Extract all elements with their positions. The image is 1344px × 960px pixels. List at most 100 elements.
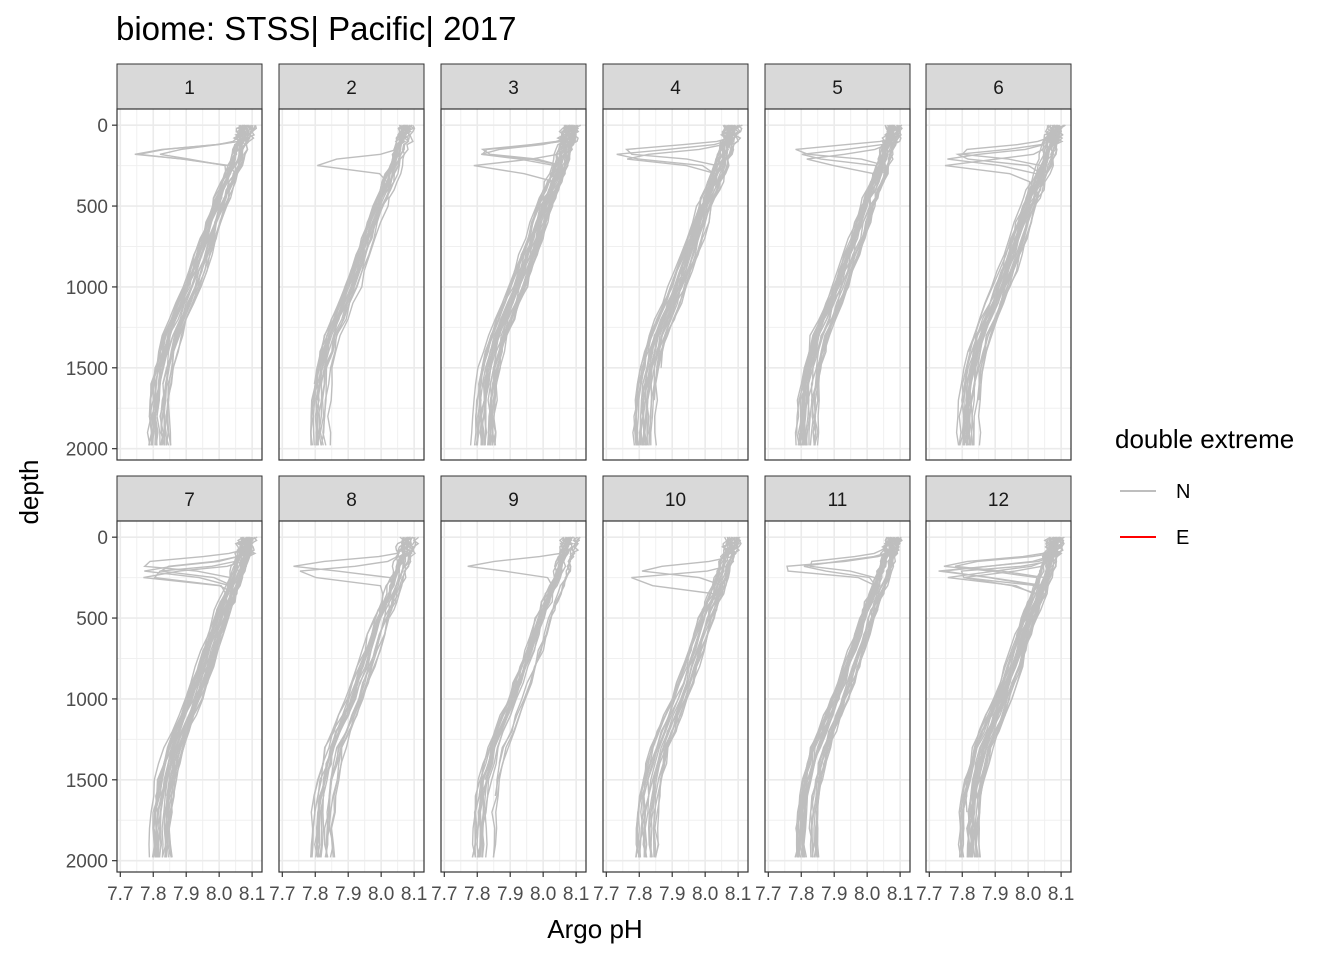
ph-profile-line: [319, 124, 413, 446]
ph-profile-line: [164, 536, 253, 858]
ph-profile-line: [799, 125, 893, 446]
x-tick-label: 8.0: [1015, 884, 1041, 905]
facet-panel-8: 8 7.7 7.8 7.9 8.0 8.1: [269, 475, 427, 905]
x-tick-label: 8.1: [239, 884, 265, 905]
x-tick-label: 7.9: [497, 884, 523, 905]
panel-border: [278, 108, 425, 461]
facet-strip: [440, 475, 587, 522]
facet-panel-11: 11 7.7 7.8 7.9 8.0 8.1: [755, 475, 913, 905]
ph-profile-line: [167, 125, 258, 446]
facet-strip: [440, 63, 587, 110]
y-tick-label: 0: [97, 528, 108, 549]
ph-profile-line: [492, 124, 579, 446]
facet-strip-label: 3: [508, 78, 519, 99]
facet-panel-5: 5: [764, 63, 911, 461]
y-tick-label: 0: [97, 116, 108, 137]
facet-panel-12: 12 7.7 7.8 7.9 8.0 8.1: [916, 475, 1074, 905]
facet-panel-7: 7 0 500 1000 1500 2000 7.7 7.8 7.9 8.0 8.1: [66, 475, 265, 905]
facet-strip-label: 9: [508, 490, 519, 511]
ph-profile-line: [156, 124, 249, 446]
x-tick-label: 8.0: [854, 884, 880, 905]
legend-title: double extreme: [1115, 424, 1294, 454]
x-tick-label: 7.7: [916, 884, 942, 905]
x-tick-label: 8.1: [725, 884, 751, 905]
panel-border: [764, 520, 911, 873]
facet-strip: [764, 63, 911, 110]
facet-panel-10: 10 7.7 7.8 7.9 8.0 8.1: [593, 475, 751, 905]
panel-border: [116, 108, 263, 461]
y-tick-label: 2000: [66, 852, 108, 873]
y-tick-label: 500: [76, 609, 108, 630]
ph-profile-line: [153, 536, 249, 858]
ph-profile-line: [489, 536, 572, 764]
facet-strip-label: 2: [346, 78, 357, 99]
facet-strip-label: 11: [828, 490, 848, 511]
y-tick-label: 1500: [66, 359, 108, 380]
ph-profile-line: [498, 536, 579, 764]
facet-panel-1: 1 0 500 1000 1500 2000: [66, 63, 263, 461]
panel-border: [925, 108, 1072, 461]
x-tick-label: 8.1: [887, 884, 913, 905]
facet-strip-label: 1: [184, 78, 195, 99]
ph-profile-line: [636, 124, 730, 446]
ph-profile-line: [976, 124, 1057, 352]
ph-profile-line: [801, 124, 894, 446]
legend-label-n: N: [1176, 481, 1190, 503]
ph-profile-line: [644, 536, 736, 858]
facet-strip: [602, 63, 749, 110]
ph-profile-line: [978, 124, 1063, 385]
ph-profile-line: [313, 537, 404, 858]
ph-profile-line: [638, 536, 734, 858]
ph-profile-line: [644, 125, 734, 446]
panel-border: [602, 520, 749, 873]
facet-strip-label: 8: [346, 490, 357, 511]
x-tick-label: 7.7: [755, 884, 781, 905]
legend: double extreme N E: [1115, 424, 1294, 549]
x-tick-label: 7.8: [949, 884, 975, 905]
ph-profile-line: [316, 124, 409, 446]
panel-border: [925, 520, 1072, 873]
x-tick-label: 7.8: [140, 884, 166, 905]
ph-profile-line: [162, 125, 251, 446]
ph-profile-line: [648, 124, 738, 446]
ph-profile-line: [938, 536, 1065, 858]
panel-border: [116, 520, 263, 873]
y-tick-label: 500: [76, 197, 108, 218]
x-tick-label: 7.8: [626, 884, 652, 905]
y-tick-label: 2000: [66, 440, 108, 461]
ph-profile-line: [491, 536, 580, 858]
ph-profile-line: [158, 536, 252, 858]
chart-title: biome: STSS| Pacific| 2017: [116, 10, 517, 47]
panel-border: [278, 520, 425, 873]
ph-profile-line: [635, 536, 731, 858]
x-tick-label: 7.7: [593, 884, 619, 905]
facet-strip: [925, 475, 1072, 522]
ph-profile-line: [491, 124, 580, 446]
ph-profile-line: [168, 536, 257, 858]
ph-profile-line: [319, 537, 411, 858]
ph-profile-line: [947, 536, 1055, 858]
ph-profile-line: [469, 124, 568, 446]
x-tick-label: 7.9: [821, 884, 847, 905]
ph-profile-line: [795, 536, 891, 858]
ph-profile-line: [626, 124, 734, 446]
ph-profile-line: [955, 124, 1052, 446]
x-tick-label: 7.8: [302, 884, 328, 905]
ph-profile-line: [328, 536, 417, 858]
y-tick-label: 1000: [66, 690, 108, 711]
facet-strip: [278, 63, 425, 110]
facet-panel-2: 2: [278, 63, 425, 461]
x-axis-title: Argo pH: [547, 914, 642, 944]
facet-strip-label: 4: [670, 78, 681, 99]
x-tick-label: 8.1: [1048, 884, 1074, 905]
ph-profile-line: [653, 536, 742, 858]
ph-profile-line: [144, 536, 247, 858]
ph-profile-line: [631, 536, 738, 858]
facet-strip-label: 10: [665, 490, 686, 511]
x-tick-label: 8.0: [206, 884, 232, 905]
ph-profile-line: [809, 536, 900, 858]
ph-profile-line: [653, 124, 743, 446]
ph-profile-line: [814, 536, 903, 858]
panel-border: [440, 108, 587, 461]
